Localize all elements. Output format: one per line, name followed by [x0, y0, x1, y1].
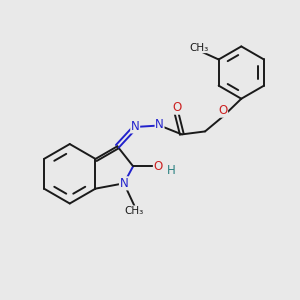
- Text: O: O: [172, 101, 181, 114]
- Text: N: N: [155, 118, 164, 131]
- Text: N: N: [119, 177, 128, 190]
- Text: H: H: [167, 164, 175, 177]
- Text: CH₃: CH₃: [190, 43, 209, 52]
- Text: N: N: [131, 120, 140, 133]
- Text: CH₃: CH₃: [125, 206, 144, 216]
- Text: O: O: [154, 160, 163, 173]
- Text: O: O: [218, 104, 227, 117]
